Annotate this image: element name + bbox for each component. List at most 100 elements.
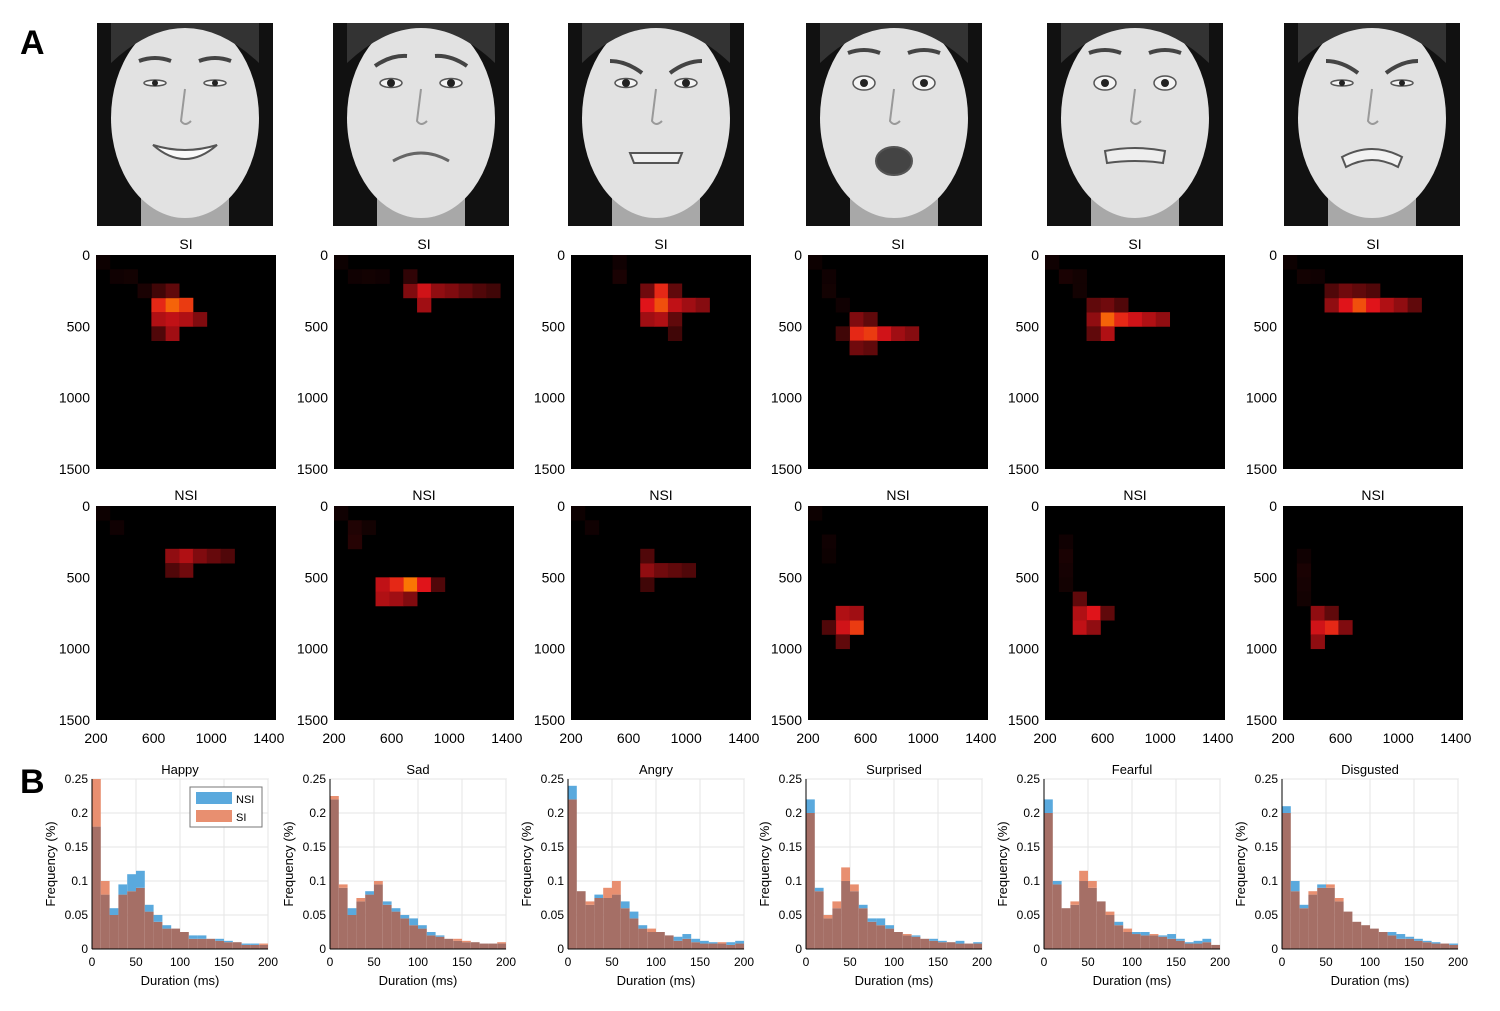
heatmap-cell <box>1366 297 1381 313</box>
legend-swatch-nsi <box>196 792 232 804</box>
histogram-title: Surprised <box>866 762 922 777</box>
y-tick-label: 0.1 <box>1023 874 1040 888</box>
histogram-bar-si <box>338 884 348 888</box>
histogram-bar-si <box>902 934 912 936</box>
histogram-bar-overlap <box>1052 884 1062 949</box>
right-eyebrow <box>198 56 232 63</box>
histogram-bar-overlap <box>92 826 101 949</box>
histogram-bar-nsi <box>400 915 410 919</box>
heatmap-cell <box>1058 548 1074 564</box>
heatmap-cell <box>123 269 138 284</box>
right-eyebrow <box>434 53 469 68</box>
heatmap-cell <box>849 605 864 621</box>
heatmap-cell <box>1114 312 1129 327</box>
y-tick-label: 0.15 <box>541 840 565 854</box>
heatmap-cell <box>1296 577 1312 592</box>
heatmap-background <box>571 506 751 720</box>
y-tick-label: 1500 <box>771 712 802 728</box>
histogram-bar-overlap <box>664 935 674 949</box>
histogram-bar-overlap <box>197 938 207 949</box>
heatmap-cell <box>612 269 627 284</box>
x-tick-label: 1000 <box>1145 730 1176 746</box>
heatmap-cell <box>667 563 683 578</box>
heatmap-cell <box>1310 605 1325 621</box>
histogram-bar-nsi <box>153 915 163 922</box>
histogram-bar-overlap <box>136 887 145 949</box>
legend: NSI SI <box>189 786 263 828</box>
histogram-bar-overlap <box>629 918 639 949</box>
histogram-bar-overlap <box>894 932 903 949</box>
histogram-bar-overlap <box>188 938 198 949</box>
y-tick-label: 0.15 <box>779 840 803 854</box>
y-tick-label: 0 <box>794 247 802 263</box>
histogram-bar-nsi <box>814 887 824 892</box>
x-tick-label: 50 <box>1319 955 1333 969</box>
right-pupil <box>682 79 690 87</box>
x-axis-label: Duration (ms) <box>141 973 220 988</box>
heatmap-cell <box>1128 312 1143 327</box>
x-tick-label: 200 <box>1210 955 1230 969</box>
histogram-bar-nsi <box>858 904 868 909</box>
heatmap-cell <box>667 326 683 341</box>
y-tick-label: 500 <box>1254 569 1278 585</box>
heatmap-cell <box>1058 577 1074 592</box>
y-tick-label: 1000 <box>297 390 328 406</box>
histogram-bar-nsi <box>162 925 172 929</box>
heatmap-cell <box>1155 312 1171 327</box>
heatmap-cell <box>654 297 669 313</box>
panel-label-b: B <box>20 763 45 801</box>
x-tick-label: 50 <box>605 955 619 969</box>
heatmap-nsi-1: NSI 0 500 1000 1500 200 600 1000 1400 <box>59 487 285 746</box>
histogram-bar-overlap <box>1123 932 1132 949</box>
histogram-bar-overlap <box>612 894 621 949</box>
heatmap-cell <box>571 506 586 521</box>
heatmap-cell <box>1407 297 1422 313</box>
heatmap-cell <box>640 563 655 578</box>
left-pupil <box>1101 79 1109 87</box>
histogram-bar-overlap <box>347 915 357 949</box>
histogram-bar-overlap <box>250 944 260 949</box>
heatmap-cell <box>109 520 125 535</box>
right-eyebrow <box>1384 59 1419 75</box>
heatmap-cell <box>640 297 655 313</box>
heatmap-cell <box>667 312 683 327</box>
heatmap-cell <box>821 269 837 284</box>
y-tick-label: 0.2 <box>1023 806 1040 820</box>
histogram-bar-overlap <box>382 904 392 949</box>
mouth-shape <box>875 146 913 176</box>
legend-label-si: SI <box>236 812 246 824</box>
face-shape <box>111 23 259 218</box>
heatmap-cell <box>403 283 418 299</box>
heatmap-cell <box>165 312 180 327</box>
heatmap-cell <box>375 591 390 607</box>
y-tick-label: 1000 <box>771 641 802 657</box>
histogram-bar-overlap <box>338 887 348 949</box>
y-tick-label: 1500 <box>297 712 328 728</box>
heatmap-cell <box>681 563 697 578</box>
histogram-bar-nsi <box>1387 932 1397 936</box>
x-tick-label: 100 <box>408 955 428 969</box>
x-tick-label: 50 <box>129 955 143 969</box>
histogram-bar-overlap <box>911 936 921 949</box>
y-tick-label: 1500 <box>59 712 90 728</box>
y-tick-label: 500 <box>1016 569 1040 585</box>
y-tick-label: 1000 <box>59 390 90 406</box>
histogram-bar-overlap <box>938 942 947 949</box>
mouth-shape <box>152 144 218 160</box>
histogram-bar-overlap <box>1149 935 1159 949</box>
y-tick-label: 500 <box>305 318 329 334</box>
histogram-bar-si <box>1149 934 1159 936</box>
histogram-bar-overlap <box>1299 908 1309 949</box>
x-tick-label: 1400 <box>1202 730 1233 746</box>
y-tick-label: 500 <box>305 569 329 585</box>
left-eyebrow <box>138 56 172 63</box>
y-tick-label: 500 <box>779 569 803 585</box>
histogram-bar-nsi <box>1449 943 1458 945</box>
histogram-bar-overlap <box>691 942 700 949</box>
y-tick-label: 1000 <box>1008 390 1039 406</box>
histogram-bar-overlap <box>1387 935 1397 949</box>
x-tick-label: 200 <box>258 955 278 969</box>
heatmap-title: SI <box>1128 236 1141 252</box>
x-tick-label: 200 <box>1271 730 1295 746</box>
heatmap-cell <box>334 506 349 521</box>
